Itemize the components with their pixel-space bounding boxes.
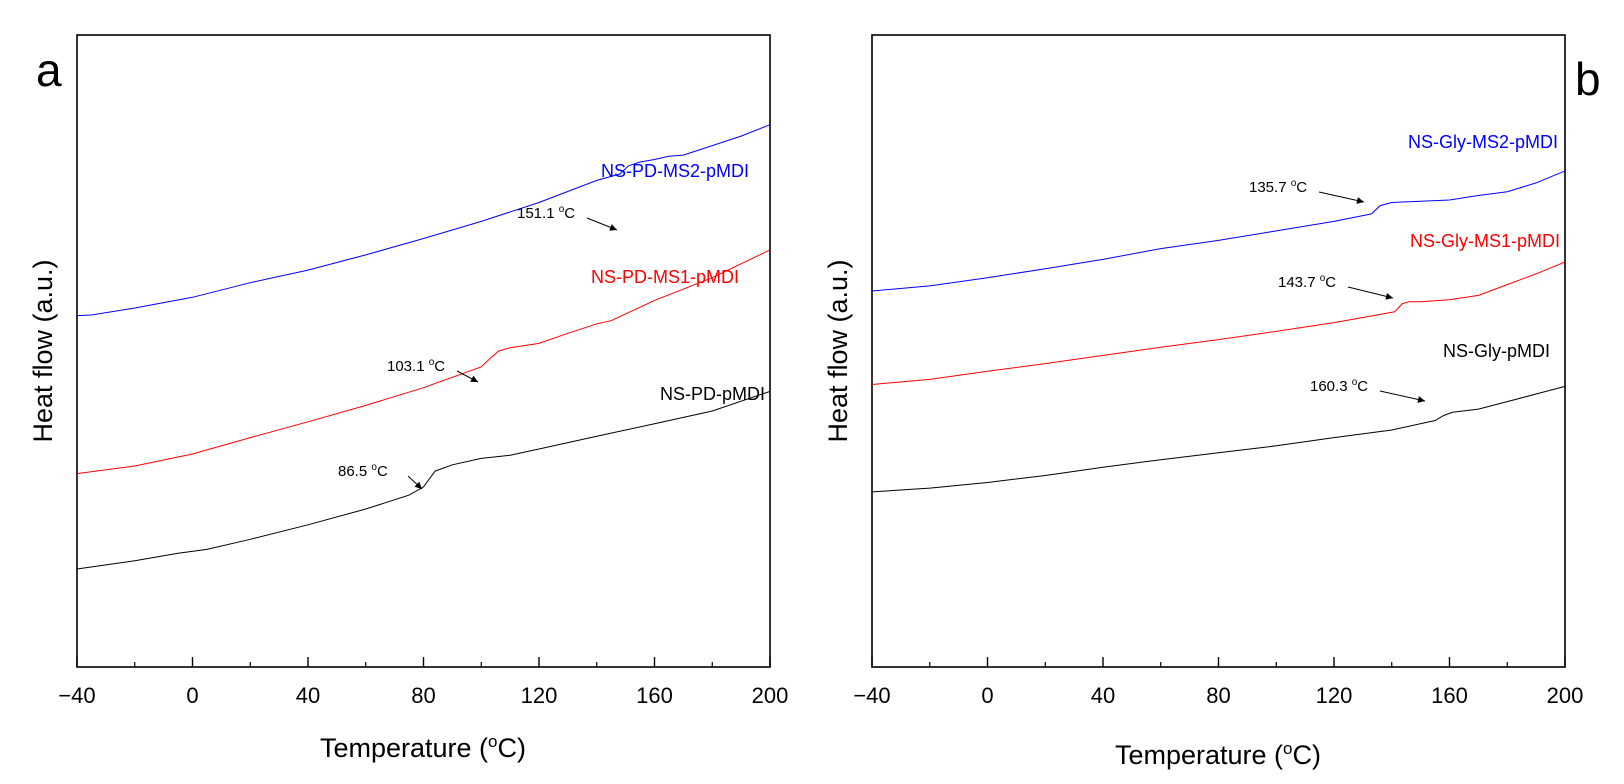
y-axis-label: Heat flow (a.u.) [823, 259, 853, 442]
x-tick-label: −40 [58, 683, 95, 708]
x-tick-label: 120 [1316, 683, 1353, 708]
x-axis-label-text: Temperature ( [1115, 740, 1283, 770]
series-label: NS-Gly-pMDI [1443, 341, 1550, 361]
series-label: NS-PD-pMDI [660, 384, 765, 404]
series-line [76, 124, 771, 317]
x-axis-label-unit: C) [1293, 740, 1322, 770]
panel-b: −40 0 40 80 120 160 200 NS-Gly-MS2-pMDI NS-Gly-M… [823, 34, 1601, 770]
x-tick-label: 160 [636, 683, 673, 708]
x-axis-label-unit: C) [498, 733, 527, 763]
degree-superscript: o [1291, 178, 1297, 189]
degree-superscript: o [559, 204, 565, 215]
x-axis-label-superscript: o [1283, 739, 1292, 758]
y-axis-label: Heat flow (a.u.) [28, 259, 58, 442]
series-line [76, 249, 771, 475]
panel-letter: b [1575, 53, 1601, 105]
series-line [871, 385, 1566, 493]
x-tick-label: 0 [981, 683, 993, 708]
x-tick-label: 120 [521, 683, 558, 708]
degree-superscript: o [371, 462, 377, 473]
series-line [76, 390, 771, 570]
annotation-arrow [1379, 390, 1426, 403]
x-tick-label: 80 [411, 683, 435, 708]
x-tick-label: 160 [1431, 683, 1468, 708]
plot-frame [76, 34, 771, 668]
x-tick-label: 200 [752, 683, 789, 708]
x-tick-label: 0 [186, 683, 198, 708]
annotation-arrow [407, 475, 423, 490]
series-line [871, 170, 1566, 292]
series-line [871, 261, 1566, 385]
degree-superscript: o [429, 357, 435, 368]
celsius-unit: C [1325, 274, 1336, 291]
annotation-text: 103.1 oC [387, 357, 445, 375]
annotation-arrow [1347, 286, 1394, 300]
x-tick-label: −40 [853, 683, 890, 708]
celsius-unit: C [564, 205, 575, 222]
panel-letter: a [36, 44, 62, 96]
annotation-text: 151.1 oC [517, 204, 575, 222]
panel-a: −40 0 40 80 120 160 200 NS-PD-MS2-pMDI NS-PD-MS1… [28, 34, 789, 763]
celsius-unit: C [1296, 179, 1307, 196]
degree-superscript: o [1320, 273, 1326, 284]
series-label: NS-PD-MS2-pMDI [601, 161, 749, 181]
celsius-unit: C [1357, 378, 1368, 395]
annotation-arrow [456, 370, 479, 383]
annotation-text: 135.7 oC [1249, 178, 1307, 196]
celsius-unit: C [377, 463, 388, 480]
series-label: NS-PD-MS1-pMDI [591, 267, 739, 287]
x-tick-label: 200 [1547, 683, 1584, 708]
x-tick-label: 40 [1091, 683, 1115, 708]
annotation-text: 143.7 oC [1278, 273, 1336, 291]
series-label: NS-Gly-MS2-pMDI [1408, 132, 1558, 152]
series-label: NS-Gly-MS1-pMDI [1410, 231, 1560, 251]
x-tick-label: 40 [296, 683, 320, 708]
annotation-text: 160.3 oC [1310, 377, 1368, 395]
x-axis-label: Temperature (oC) [1115, 739, 1321, 770]
annotation-arrow [586, 217, 618, 231]
celsius-unit: C [434, 358, 445, 375]
annotation-text: 86.5 oC [338, 462, 388, 480]
x-axis-label: Temperature (oC) [320, 732, 526, 763]
x-axis-label-superscript: o [488, 732, 497, 751]
annotation-arrow [1318, 191, 1365, 204]
degree-superscript: o [1352, 377, 1358, 388]
x-axis-label-text: Temperature ( [320, 733, 488, 763]
x-tick-label: 80 [1206, 683, 1230, 708]
